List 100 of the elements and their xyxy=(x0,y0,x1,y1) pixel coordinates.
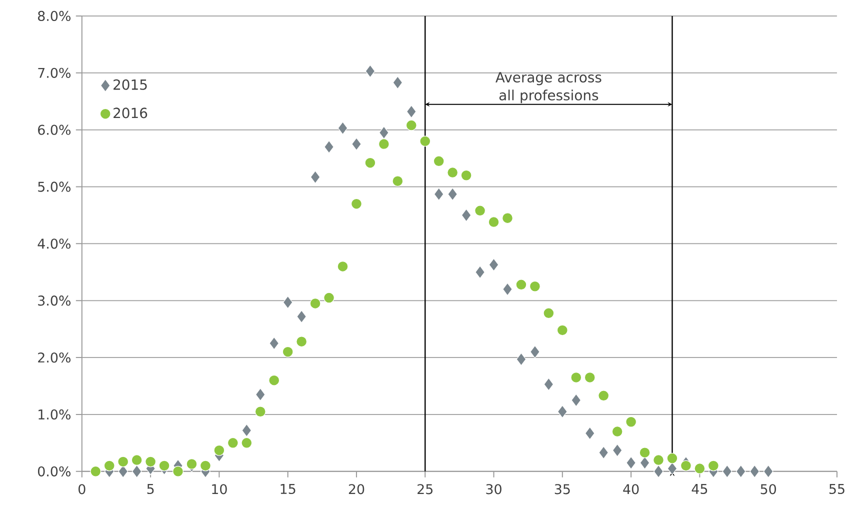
point xyxy=(502,282,512,296)
point xyxy=(598,446,609,459)
point xyxy=(722,464,732,478)
point xyxy=(612,426,623,437)
point xyxy=(364,157,376,168)
point xyxy=(584,426,595,440)
point xyxy=(268,374,280,386)
point xyxy=(378,138,390,150)
point xyxy=(556,324,568,336)
point xyxy=(379,126,389,139)
point xyxy=(447,166,458,178)
x-tick-label: 40 xyxy=(623,484,639,494)
x-tick-label: 5 xyxy=(147,484,154,494)
x-tick-label: 20 xyxy=(348,484,364,494)
point xyxy=(132,464,142,478)
point xyxy=(282,346,294,358)
x-tick-label: 10 xyxy=(212,484,227,494)
point xyxy=(680,460,692,472)
point xyxy=(406,120,417,131)
point xyxy=(654,464,664,478)
point xyxy=(433,155,444,166)
point xyxy=(296,336,308,347)
y-tick-label: 7.0% xyxy=(38,68,70,78)
point xyxy=(227,437,238,448)
point xyxy=(338,121,348,134)
point xyxy=(448,188,458,200)
point xyxy=(502,212,513,224)
point xyxy=(118,456,129,468)
point xyxy=(612,444,622,457)
point xyxy=(242,424,252,437)
point xyxy=(310,170,320,184)
legend-label: 2015 xyxy=(114,79,147,90)
point xyxy=(666,452,678,464)
y-tick-label: 3.0% xyxy=(38,295,70,306)
point xyxy=(118,464,128,478)
point xyxy=(639,446,650,458)
point xyxy=(544,378,554,391)
x-tick-label: 55 xyxy=(829,484,844,494)
point xyxy=(474,205,486,216)
y-tick-label: 1.0% xyxy=(38,409,70,420)
y-tick-label: 6.0% xyxy=(38,124,70,135)
point xyxy=(352,137,362,150)
point xyxy=(324,292,334,304)
point xyxy=(282,296,293,309)
point xyxy=(584,372,596,383)
point xyxy=(434,188,444,200)
point xyxy=(296,310,306,323)
point xyxy=(406,104,416,118)
x-tick-label: 15 xyxy=(280,484,296,494)
point xyxy=(736,464,746,478)
point xyxy=(708,460,719,472)
point xyxy=(460,170,472,181)
point xyxy=(90,466,102,477)
point xyxy=(598,390,610,401)
point xyxy=(626,456,636,470)
point xyxy=(694,462,706,474)
point xyxy=(214,444,225,456)
y-tick-label: 5.0% xyxy=(38,182,70,192)
point xyxy=(543,307,554,318)
point xyxy=(420,136,431,147)
x-tick-label: 0 xyxy=(78,484,86,494)
point xyxy=(750,464,760,478)
point xyxy=(530,345,540,358)
x-tick-label: 25 xyxy=(418,484,432,494)
point xyxy=(269,336,280,350)
point xyxy=(241,437,252,448)
point xyxy=(653,454,664,466)
point xyxy=(626,416,637,428)
point xyxy=(104,460,115,472)
legend-label: 2016 xyxy=(114,108,148,118)
point xyxy=(488,216,500,228)
point xyxy=(310,298,321,309)
point xyxy=(337,260,348,272)
x-tick-label: 30 xyxy=(486,484,502,494)
point xyxy=(324,140,334,154)
y-tick-label: 8.0% xyxy=(38,10,70,21)
y-tick-label: 2.0% xyxy=(38,352,70,362)
point xyxy=(475,266,485,278)
point xyxy=(351,198,362,210)
point xyxy=(667,462,678,475)
x-tick-label: 50 xyxy=(760,484,776,494)
point xyxy=(516,352,526,366)
point xyxy=(640,456,650,470)
point xyxy=(255,388,266,401)
point xyxy=(461,208,472,222)
y-tick-label: 4.0% xyxy=(38,238,70,249)
point xyxy=(392,76,403,89)
y-tick-label: 0.0% xyxy=(38,466,70,476)
point xyxy=(557,404,568,418)
point xyxy=(145,456,156,468)
point xyxy=(516,279,527,290)
point xyxy=(365,64,376,78)
point xyxy=(200,460,211,472)
point xyxy=(571,394,582,407)
point xyxy=(254,406,266,417)
x-tick-label: 45 xyxy=(692,484,708,494)
point xyxy=(763,464,774,478)
point xyxy=(570,372,582,383)
point xyxy=(488,258,499,272)
point xyxy=(131,454,142,466)
